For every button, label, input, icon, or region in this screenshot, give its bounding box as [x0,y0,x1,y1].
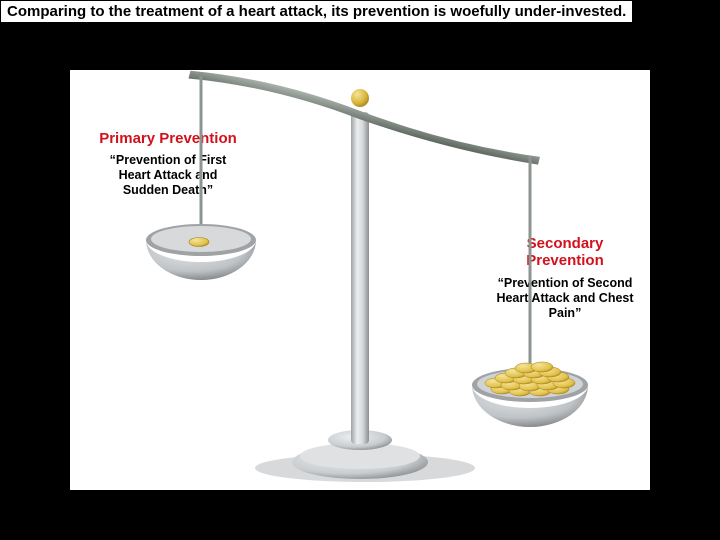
right-label-block: Secondary Prevention “Prevention of Seco… [495,235,635,321]
secondary-prevention-title: Secondary Prevention [495,235,635,270]
coin-pile [485,362,575,396]
right-pan [472,362,588,427]
primary-prevention-title: Primary Prevention [98,130,238,147]
infographic-panel: Primary Prevention “Prevention of First … [70,70,650,490]
primary-prevention-subtitle: “Prevention of First Heart Attack and Su… [98,153,238,198]
left-pan [146,224,256,280]
left-label-block: Primary Prevention “Prevention of First … [98,130,238,198]
headline-text: Comparing to the treatment of a heart at… [0,0,633,23]
secondary-prevention-subtitle: “Prevention of Second Heart Attack and C… [495,276,635,321]
